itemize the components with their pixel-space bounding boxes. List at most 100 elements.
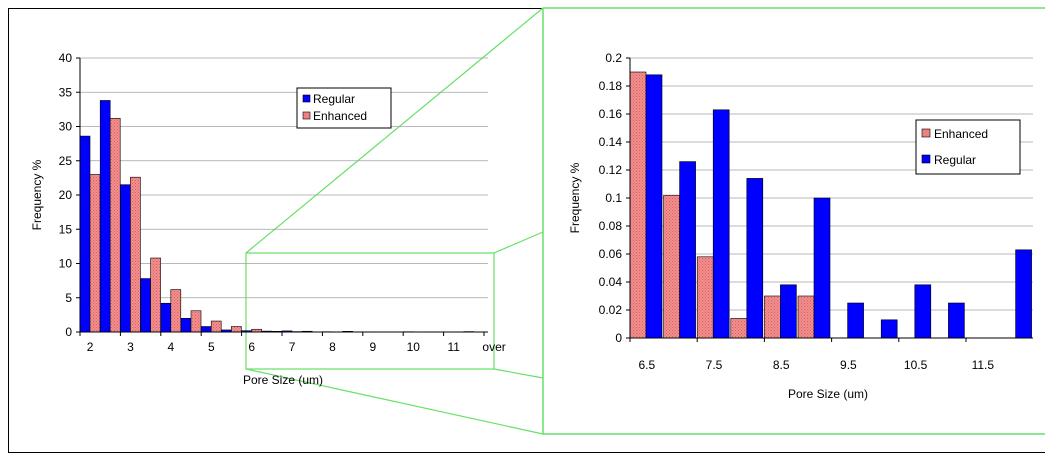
x-tick-label: 11 xyxy=(447,340,460,354)
y-tick-label: 0 xyxy=(65,325,72,339)
x-tick-label: over xyxy=(482,340,505,354)
y-tick-label: 0.06 xyxy=(599,247,623,261)
bar-enhanced-2 xyxy=(89,174,101,333)
y-tick-label: 10 xyxy=(59,257,73,271)
zoom-connector-top-right xyxy=(493,231,544,254)
bar-enhanced-4 xyxy=(170,289,182,333)
y-tick-label: 0.16 xyxy=(599,107,623,121)
bar-regular-10 xyxy=(880,319,898,339)
bar-regular-8_5 xyxy=(780,284,797,339)
y-tick-label: 0.18 xyxy=(599,79,623,93)
zoom-connector-top-left xyxy=(245,7,544,254)
bar-regular-6_5 xyxy=(645,74,663,339)
main-legend-swatch-regular xyxy=(302,94,311,103)
bar-enhanced-6_5 xyxy=(629,71,647,339)
main-bars xyxy=(79,100,475,333)
bar-regular-3_5 xyxy=(140,278,151,333)
y-tick-label: 0.1 xyxy=(605,191,622,205)
y-tick-label: 0.04 xyxy=(599,275,623,289)
bar-regular-3 xyxy=(120,184,131,333)
main-histogram: 0 5 10 15 20 25 30 35 40 2 3 4 5 6 7 8 9 10 11 over Pore S… xyxy=(30,51,506,387)
bar-regular-4 xyxy=(160,302,172,333)
x-tick-label: 7.5 xyxy=(706,358,723,372)
zoom-y-tick-labels: 0 0.02 0.04 0.06 0.08 0.1 0.12 0.14 0.16 0.18 0.2 xyxy=(599,51,623,345)
y-tick-label: 5 xyxy=(65,291,72,305)
x-tick-label: 3 xyxy=(127,340,134,354)
zoom-bars xyxy=(629,71,1032,339)
y-tick-label: 0.08 xyxy=(599,219,623,233)
x-tick-label: 5 xyxy=(208,340,215,354)
zoom-legend-swatch-regular xyxy=(921,154,931,164)
main-legend-label-regular: Regular xyxy=(313,92,355,106)
y-tick-label: 0 xyxy=(615,331,622,345)
main-y-axis-title: Frequency % xyxy=(30,159,44,230)
bar-enhanced-7_5 xyxy=(696,256,714,339)
y-tick-label: 0.2 xyxy=(605,51,622,65)
bar-regular-5 xyxy=(200,326,212,333)
x-tick-label: 8 xyxy=(329,340,336,354)
zoom-panel-background xyxy=(543,8,1045,434)
bar-regular-12 xyxy=(1015,249,1032,339)
bar-enhanced-4_5 xyxy=(190,310,202,333)
y-tick-label: 0.12 xyxy=(599,163,623,177)
bar-regular-8 xyxy=(746,178,764,339)
y-tick-label: 0.02 xyxy=(599,303,623,317)
x-tick-label: 9.5 xyxy=(840,358,857,372)
x-tick-label: 10.5 xyxy=(904,358,928,372)
bar-enhanced-2_5 xyxy=(109,117,121,333)
bar-enhanced-5 xyxy=(210,320,222,333)
y-tick-label: 0.14 xyxy=(599,135,623,149)
zoom-legend-box xyxy=(915,119,1021,175)
main-legend-box xyxy=(296,87,392,129)
bar-regular-9 xyxy=(813,197,831,339)
main-legend-label-enhanced: Enhanced xyxy=(313,109,367,123)
x-tick-label: 8.5 xyxy=(773,358,790,372)
bar-regular-9_5 xyxy=(847,302,864,339)
zoom-histogram: 00.020.040.060.080.10.120.140.160.180.2 … xyxy=(568,51,1033,401)
bar-enhanced-9 xyxy=(797,295,815,339)
bar-enhanced-3 xyxy=(130,176,141,333)
x-tick-label: 11.5 xyxy=(972,358,995,372)
bar-regular-10_5 xyxy=(914,284,932,339)
zoom-connector-bottom-left xyxy=(245,368,544,435)
bar-enhanced-5_5 xyxy=(231,326,242,333)
main-y-tick-labels: 0 5 10 15 20 25 30 35 40 xyxy=(59,51,73,339)
zoom-legend-label-regular: Regular xyxy=(934,153,976,167)
x-tick-label: 7 xyxy=(289,340,296,354)
y-tick-label: 40 xyxy=(59,51,73,65)
main-x-axis-title: Pore Size (um) xyxy=(243,373,323,387)
bar-regular-2 xyxy=(79,135,91,333)
zoom-selection-box xyxy=(245,252,495,370)
main-legend: Regular Enhanced xyxy=(296,87,392,129)
x-tick-label: 2 xyxy=(87,340,94,354)
x-tick-label: 9 xyxy=(370,340,377,354)
bar-regular-7_5 xyxy=(712,109,730,339)
bar-regular-4_5 xyxy=(180,317,192,333)
bar-regular-11 xyxy=(948,302,965,339)
y-tick-label: 20 xyxy=(59,188,73,202)
zoom-legend-label-enhanced: Enhanced xyxy=(934,127,988,141)
main-x-tick-labels: 2 3 4 5 6 7 8 9 10 11 over xyxy=(79,332,506,354)
main-legend-swatch-enhanced xyxy=(302,111,311,120)
bar-regular-2_5 xyxy=(99,100,111,333)
zoom-x-axis-title: Pore Size (um) xyxy=(788,387,868,401)
x-tick-label: 10 xyxy=(407,340,421,354)
y-tick-label: 25 xyxy=(59,154,73,168)
x-tick-label: 4 xyxy=(168,340,175,354)
zoom-legend-swatch-enhanced xyxy=(921,128,931,138)
y-tick-label: 30 xyxy=(59,120,73,134)
bar-enhanced-8 xyxy=(730,318,748,339)
x-tick-label: 6.5 xyxy=(638,358,655,372)
zoom-y-axis-title: Frequency % xyxy=(568,162,582,233)
y-tick-label: 15 xyxy=(59,222,73,236)
zoom-legend: Enhanced Regular xyxy=(915,119,1021,175)
zoom-connector-bottom-right xyxy=(493,368,544,379)
bar-enhanced-7 xyxy=(663,194,680,339)
bar-enhanced-8_5 xyxy=(764,295,781,339)
x-tick-label: 6 xyxy=(248,340,255,354)
bar-enhanced-3_5 xyxy=(150,257,161,333)
bar-regular-7 xyxy=(679,161,696,339)
y-tick-label: 35 xyxy=(59,85,73,99)
zoom-x-tick-labels: 6.5 7.5 8.5 9.5 10.5 11.5 xyxy=(629,338,995,372)
